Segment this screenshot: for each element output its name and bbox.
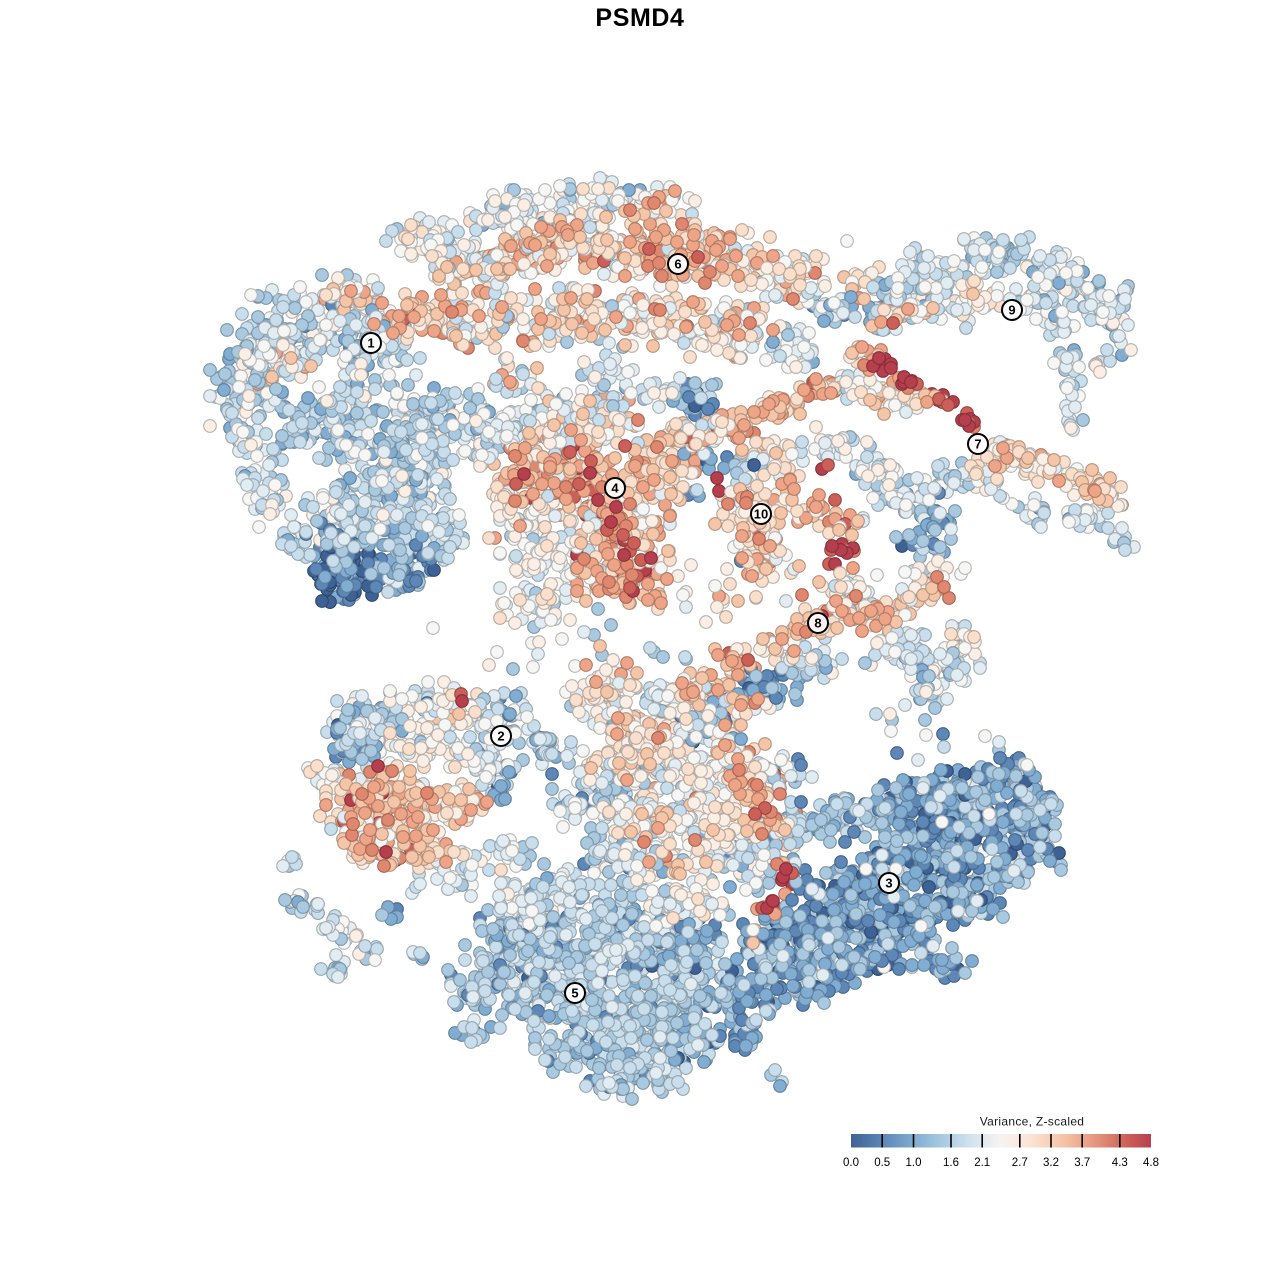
svg-text:PSMD4: PSMD4 <box>595 4 684 32</box>
